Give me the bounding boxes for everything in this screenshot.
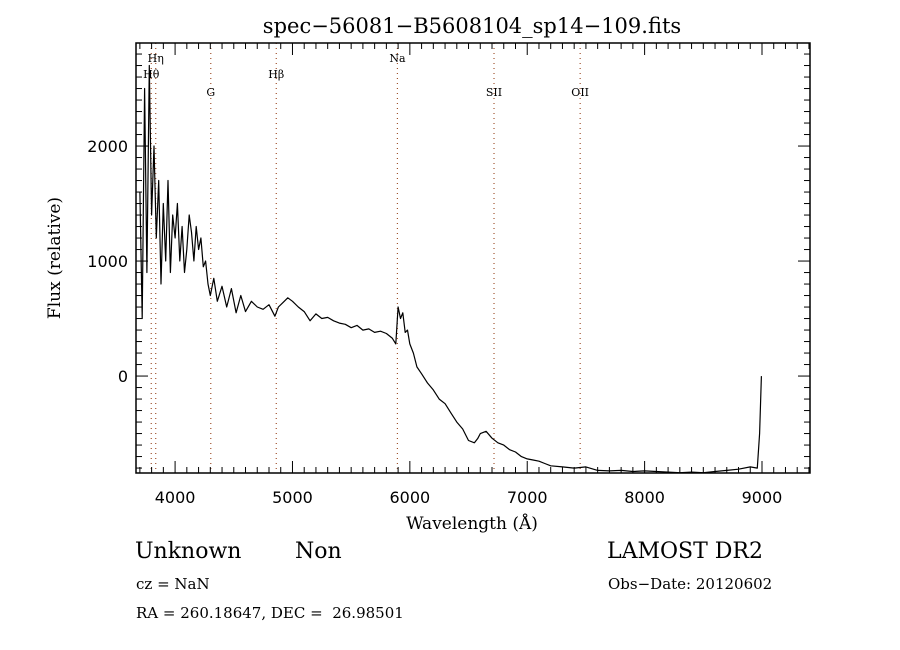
- object-class: Unknown: [135, 539, 242, 564]
- redshift-value: cz = NaN: [136, 575, 210, 593]
- spectral-line-label: G: [206, 86, 215, 99]
- axis-ticks: [136, 43, 810, 473]
- x-tick-label: 8000: [624, 488, 665, 507]
- x-tick-label: 5000: [272, 488, 313, 507]
- spectral-line-label: Na: [389, 52, 406, 65]
- y-tick-label: 0: [118, 367, 128, 386]
- y-axis-label: Flux (relative): [45, 197, 65, 319]
- x-tick-label: 7000: [507, 488, 548, 507]
- x-tick-label: 6000: [389, 488, 430, 507]
- spectral-line-label: Hβ: [268, 68, 284, 81]
- spectral-line-label: OII: [571, 86, 589, 99]
- y-tick-labels: 0 1000 2000: [87, 137, 128, 386]
- series-layer: [139, 64, 762, 474]
- coordinates: RA = 260.18647, DEC = 26.98501: [136, 604, 404, 622]
- spectral-line-label: Hθ: [143, 68, 160, 81]
- object-subclass: Non: [295, 539, 342, 564]
- spectral-line-label: SII: [486, 86, 502, 99]
- x-tick-label: 4000: [155, 488, 196, 507]
- x-tick-labels: 4000 5000 6000 7000 8000 9000: [155, 488, 783, 507]
- survey-name: LAMOST DR2: [607, 539, 763, 564]
- y-tick-label: 1000: [87, 252, 128, 271]
- spectral-line-markers: Hη Hθ G Hβ Na SII OII: [143, 43, 589, 473]
- y-tick-label: 2000: [87, 137, 128, 156]
- chart-title: spec−56081−B5608104_sp14−109.fits: [263, 14, 681, 38]
- x-axis-label: Wavelength (Å): [406, 513, 538, 534]
- x-tick-label: 9000: [742, 488, 783, 507]
- spectral-line-label: Hη: [148, 52, 164, 65]
- series-line-flux: [139, 64, 762, 474]
- obs-date: Obs−Date: 20120602: [608, 575, 773, 593]
- plot-frame: [135, 42, 811, 474]
